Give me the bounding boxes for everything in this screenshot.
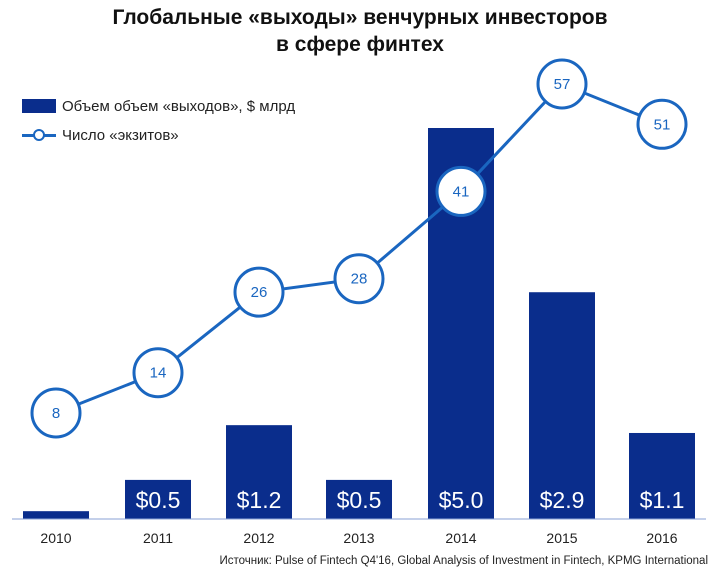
bar-2015 <box>529 292 595 519</box>
x-tick-label-2016: 2016 <box>646 530 677 546</box>
exits-marker-2014 <box>435 165 487 217</box>
x-tick-label-2015: 2015 <box>546 530 577 546</box>
exits-label-2011: 14 <box>150 365 167 382</box>
bar-label-2016: $1.1 <box>640 487 685 513</box>
exits-label-2014: 41 <box>453 183 470 200</box>
legend-item-volume: Объем объем «выходов», $ млрд <box>22 96 295 116</box>
exits-marker-2013 <box>333 253 385 305</box>
bar-label-2013: $0.5 <box>337 487 382 513</box>
x-tick-label-2013: 2013 <box>343 530 374 546</box>
bar-2016 <box>629 432 695 519</box>
legend-marker-icon <box>33 129 45 141</box>
x-tick-label-2012: 2012 <box>243 530 274 546</box>
bar-2012 <box>226 425 292 519</box>
bar-label-2012: $1.2 <box>237 487 282 513</box>
exits-marker-2010 <box>30 387 82 439</box>
line-layer: 8 14 26 28 41 57 51 <box>30 58 688 439</box>
exits-marker-2012 <box>233 266 285 318</box>
exits-marker-2015 <box>536 58 588 110</box>
exits-marker-2011 <box>132 347 184 399</box>
exits-label-2010: 8 <box>52 405 60 422</box>
bar-label-2015: $2.9 <box>540 487 585 513</box>
exits-label-2015: 57 <box>554 76 571 93</box>
x-tick-label-2011: 2011 <box>143 530 173 546</box>
exits-label-2012: 26 <box>251 284 268 301</box>
x-tick-labels: 2010 2011 2012 2013 2014 2015 2016 <box>40 530 677 546</box>
legend-item-exits: Число «экзитов» <box>22 125 295 145</box>
chart-title: Глобальные «выходы» венчурных инвесторов… <box>0 4 720 58</box>
legend-label-exits: Число «экзитов» <box>62 126 179 144</box>
legend-label-volume: Объем объем «выходов», $ млрд <box>62 97 296 115</box>
x-tick-label-2010: 2010 <box>40 530 71 546</box>
chart-title-line-2: в сфере финтех <box>276 33 444 56</box>
bar-2011 <box>125 479 191 519</box>
exits-label-2016: 51 <box>654 116 671 133</box>
exits-label-2013: 28 <box>351 271 368 288</box>
exits-marker-2016 <box>636 98 688 150</box>
x-tick-label-2014: 2014 <box>445 530 476 546</box>
bar-label-2011: $0.5 <box>136 487 181 513</box>
legend-bar-swatch <box>22 99 56 113</box>
source-note: Источник: Pulse of Fintech Q4'16, Global… <box>219 555 708 567</box>
bar-2010 <box>23 511 89 519</box>
bar-label-2014: $5.0 <box>439 487 484 513</box>
legend: Объем объем «выходов», $ млрд Число «экз… <box>22 96 295 154</box>
legend-line-swatch <box>22 128 56 142</box>
chart-title-line-1: Глобальные «выходы» венчурных инвесторов <box>112 6 608 29</box>
bar-2013 <box>326 479 392 519</box>
bars-layer: $0.5 $1.2 $0.5 $5.0 $2.9 $1.1 <box>23 128 695 519</box>
